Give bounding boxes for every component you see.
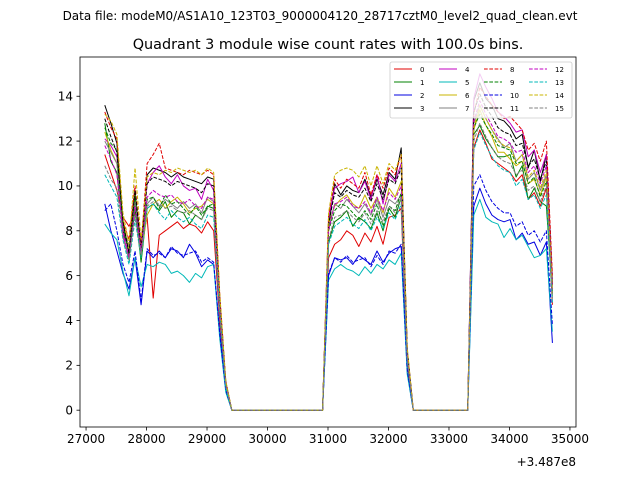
series-line-14 <box>104 104 553 411</box>
legend-label-7: 7 <box>465 105 469 113</box>
y-tick-label: 0 <box>65 403 73 417</box>
series-line-9 <box>104 113 553 411</box>
x-tick-label: 34000 <box>490 432 528 446</box>
series-line-5 <box>104 198 553 411</box>
legend-label-12: 12 <box>555 66 564 74</box>
y-tick-label: 10 <box>58 179 73 193</box>
plot-area <box>104 73 553 411</box>
legend-label-5: 5 <box>465 79 469 87</box>
y-tick-label: 8 <box>65 224 73 238</box>
series-line-15 <box>104 122 553 411</box>
series-line-3 <box>104 82 553 411</box>
x-tick-label: 28000 <box>127 432 165 446</box>
legend-box <box>389 61 573 119</box>
x-tick-label: 31000 <box>309 432 347 446</box>
series-line-0 <box>104 129 553 411</box>
legend-label-15: 15 <box>555 105 564 113</box>
series-line-13 <box>104 131 553 411</box>
data-file-suptitle: Data file: modeM0/AS1A10_123T03_90000041… <box>63 9 578 23</box>
legend-label-13: 13 <box>555 79 564 87</box>
y-tick-label: 12 <box>58 134 73 148</box>
series-line-1 <box>104 123 553 411</box>
legend-label-9: 9 <box>510 79 514 87</box>
y-tick-label: 4 <box>65 314 73 328</box>
legend-label-10: 10 <box>510 92 519 100</box>
x-tick-label: 32000 <box>369 432 407 446</box>
legend-label-6: 6 <box>465 92 470 100</box>
series-line-10 <box>104 174 553 411</box>
series-line-11 <box>104 93 553 411</box>
legend-label-3: 3 <box>420 105 424 113</box>
legend-label-2: 2 <box>420 92 424 100</box>
y-tick-label: 14 <box>58 90 73 104</box>
legend-label-4: 4 <box>465 66 470 74</box>
legend-label-0: 0 <box>420 66 424 74</box>
y-tick-label: 2 <box>65 359 73 373</box>
axes: 27000 28000 29000 30000 31000 32000 33000 34000… <box>58 56 589 446</box>
series-line-6 <box>104 109 553 411</box>
legend-label-8: 8 <box>510 66 514 74</box>
series-line-2 <box>104 187 553 411</box>
x-tick-label: 27000 <box>67 432 105 446</box>
x-tick-label: 33000 <box>430 432 468 446</box>
x-tick-label: 29000 <box>188 432 226 446</box>
legend-label-1: 1 <box>420 79 424 87</box>
x-offset-label: +3.487e8 <box>517 455 576 469</box>
y-tick-label: 6 <box>65 269 73 283</box>
chart-title: Quadrant 3 module wise count rates with … <box>133 37 524 53</box>
legend-label-14: 14 <box>555 92 564 100</box>
legend-label-11: 11 <box>510 105 519 113</box>
x-tick-label: 35000 <box>551 432 589 446</box>
series-line-12 <box>104 100 553 411</box>
x-tick-label: 30000 <box>248 432 286 446</box>
